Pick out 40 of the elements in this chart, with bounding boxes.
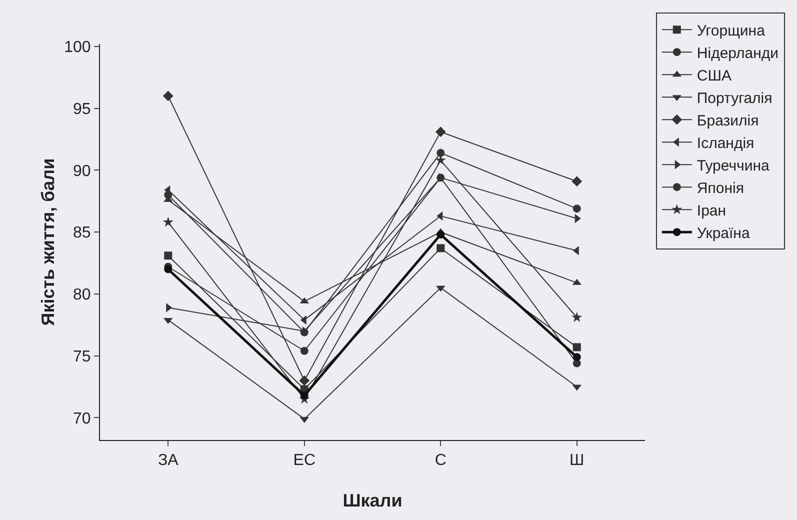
point (436, 148, 445, 157)
point (162, 90, 174, 102)
legend-label: Нідерланди (696, 44, 779, 62)
legend-label: США (696, 67, 732, 84)
legend-label: Іран (696, 202, 726, 220)
point (162, 216, 174, 227)
legend-label: Португалія (696, 90, 772, 107)
point (572, 343, 581, 352)
x-tick-label: С (434, 452, 446, 470)
y-tick-label: 80 (73, 286, 91, 304)
point (300, 346, 308, 355)
point (572, 176, 582, 187)
legend-label: Японія (696, 180, 744, 197)
y-tick-label: 100 (64, 39, 91, 56)
x-axis-title: Шкали (342, 490, 402, 510)
y-tick-label: 75 (73, 348, 91, 366)
point (299, 375, 310, 386)
x-tick-label: Ш (570, 452, 584, 470)
point (164, 265, 172, 274)
point (572, 353, 581, 362)
legend-label: Україна (696, 224, 750, 242)
point (435, 126, 446, 138)
legend-label: Туреччина (696, 157, 770, 174)
point (164, 252, 172, 260)
point (436, 230, 445, 239)
y-tick-label: 90 (73, 162, 91, 180)
point (436, 244, 445, 252)
y-tick-label: 85 (73, 224, 91, 242)
legend-label: Угорщина (696, 22, 766, 40)
point (572, 312, 582, 322)
y-axis-title: Якість життя, бали (38, 158, 58, 326)
point (164, 190, 172, 199)
y-tick-label: 95 (73, 100, 91, 118)
y-tick-label: 70 (73, 410, 91, 428)
x-tick-label: ЗА (158, 452, 179, 470)
x-tick-label: ЕС (293, 452, 316, 470)
legend-label: Бразилія (696, 112, 759, 130)
legend-label: Ісландія (696, 134, 754, 152)
point (300, 391, 308, 400)
point (572, 204, 581, 213)
